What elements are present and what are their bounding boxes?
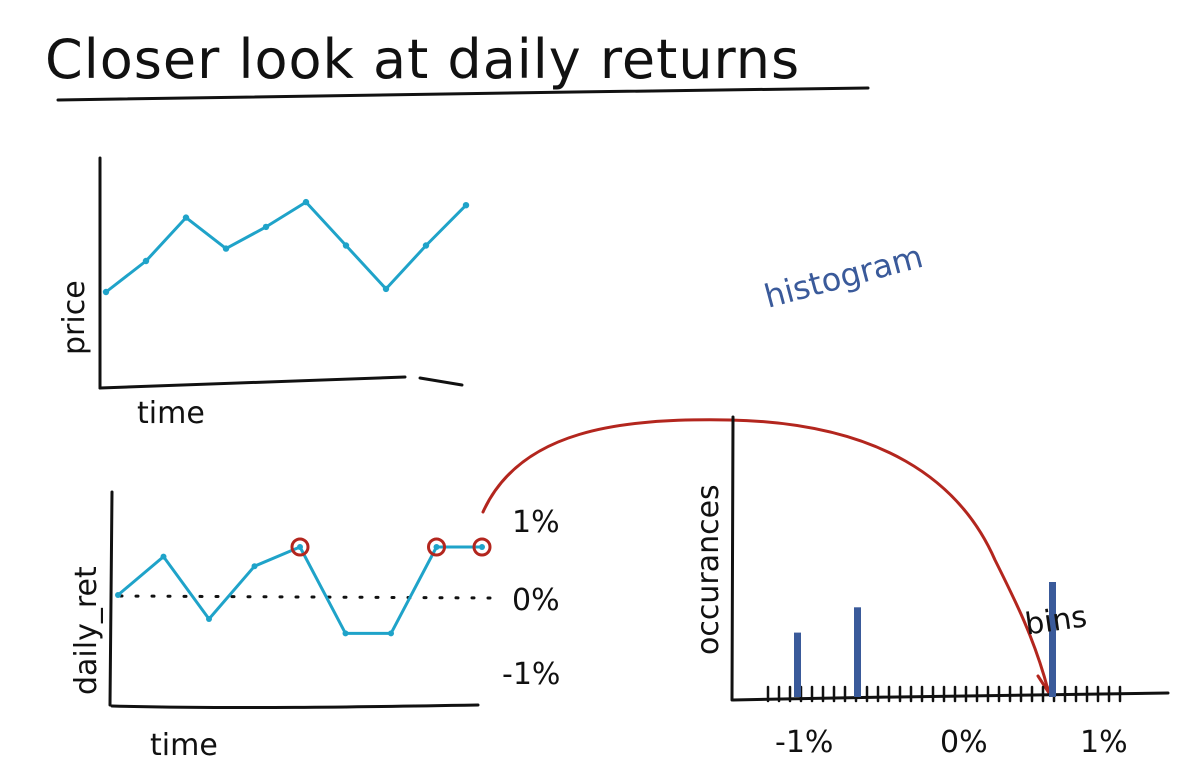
price-series-line bbox=[104, 200, 468, 294]
price-point bbox=[262, 223, 270, 231]
returns-y-axis bbox=[108, 490, 114, 707]
returns-point bbox=[479, 544, 485, 550]
returns-point bbox=[206, 616, 212, 622]
price-y-label: price bbox=[57, 280, 92, 355]
histogram-annotation: histogram bbox=[760, 237, 927, 316]
returns-point bbox=[342, 630, 349, 637]
tick-label-0: 0% bbox=[512, 583, 560, 618]
hist-tick-0: 0% bbox=[940, 725, 988, 760]
price-point bbox=[182, 214, 190, 221]
price-x-label: time bbox=[137, 396, 205, 431]
histogram-x-axis bbox=[731, 691, 1170, 702]
returns-point bbox=[388, 630, 394, 637]
mapping-arrow bbox=[481, 418, 1050, 692]
returns-x-axis bbox=[110, 703, 480, 710]
price-point bbox=[422, 242, 430, 249]
bins-label: bins bbox=[1023, 599, 1089, 642]
price-point bbox=[222, 245, 230, 252]
tick-label-minus-1: -1% bbox=[502, 657, 560, 692]
histogram-bar bbox=[1049, 582, 1056, 697]
returns-chart: daily_ret time 1% 0% -1% bbox=[69, 490, 560, 763]
price-point bbox=[102, 288, 110, 296]
returns-point bbox=[297, 544, 303, 550]
histogram-y-axis bbox=[730, 415, 735, 702]
highlight-circle bbox=[290, 537, 310, 557]
returns-series-line bbox=[116, 545, 484, 635]
price-x-axis bbox=[98, 375, 464, 390]
returns-point bbox=[433, 544, 440, 550]
histogram-bar bbox=[854, 607, 861, 697]
returns-point bbox=[251, 563, 258, 570]
histogram-chart: occurances bins -1% 0% 1% bbox=[691, 415, 1170, 760]
histogram-bar bbox=[794, 632, 801, 697]
price-point bbox=[382, 285, 390, 293]
price-point bbox=[342, 242, 350, 249]
price-point bbox=[462, 202, 470, 209]
returns-point bbox=[160, 553, 167, 560]
histogram-y-label: occurances bbox=[691, 484, 726, 655]
returns-x-label: time bbox=[150, 728, 218, 763]
highlight-circle bbox=[427, 537, 446, 557]
page-title: Closer look at daily returns bbox=[45, 28, 800, 91]
price-chart: price time bbox=[57, 156, 470, 431]
price-point bbox=[142, 257, 150, 265]
returns-y-label: daily_ret bbox=[69, 566, 104, 695]
price-point bbox=[302, 198, 310, 206]
title-underline bbox=[56, 86, 870, 102]
highlight-circle bbox=[472, 537, 492, 557]
hist-tick-plus-1: 1% bbox=[1080, 725, 1128, 760]
zero-dotted-line bbox=[118, 594, 494, 600]
returns-point bbox=[115, 592, 121, 598]
tick-label-plus-1: 1% bbox=[512, 505, 560, 540]
hist-tick-minus-1: -1% bbox=[775, 725, 833, 760]
